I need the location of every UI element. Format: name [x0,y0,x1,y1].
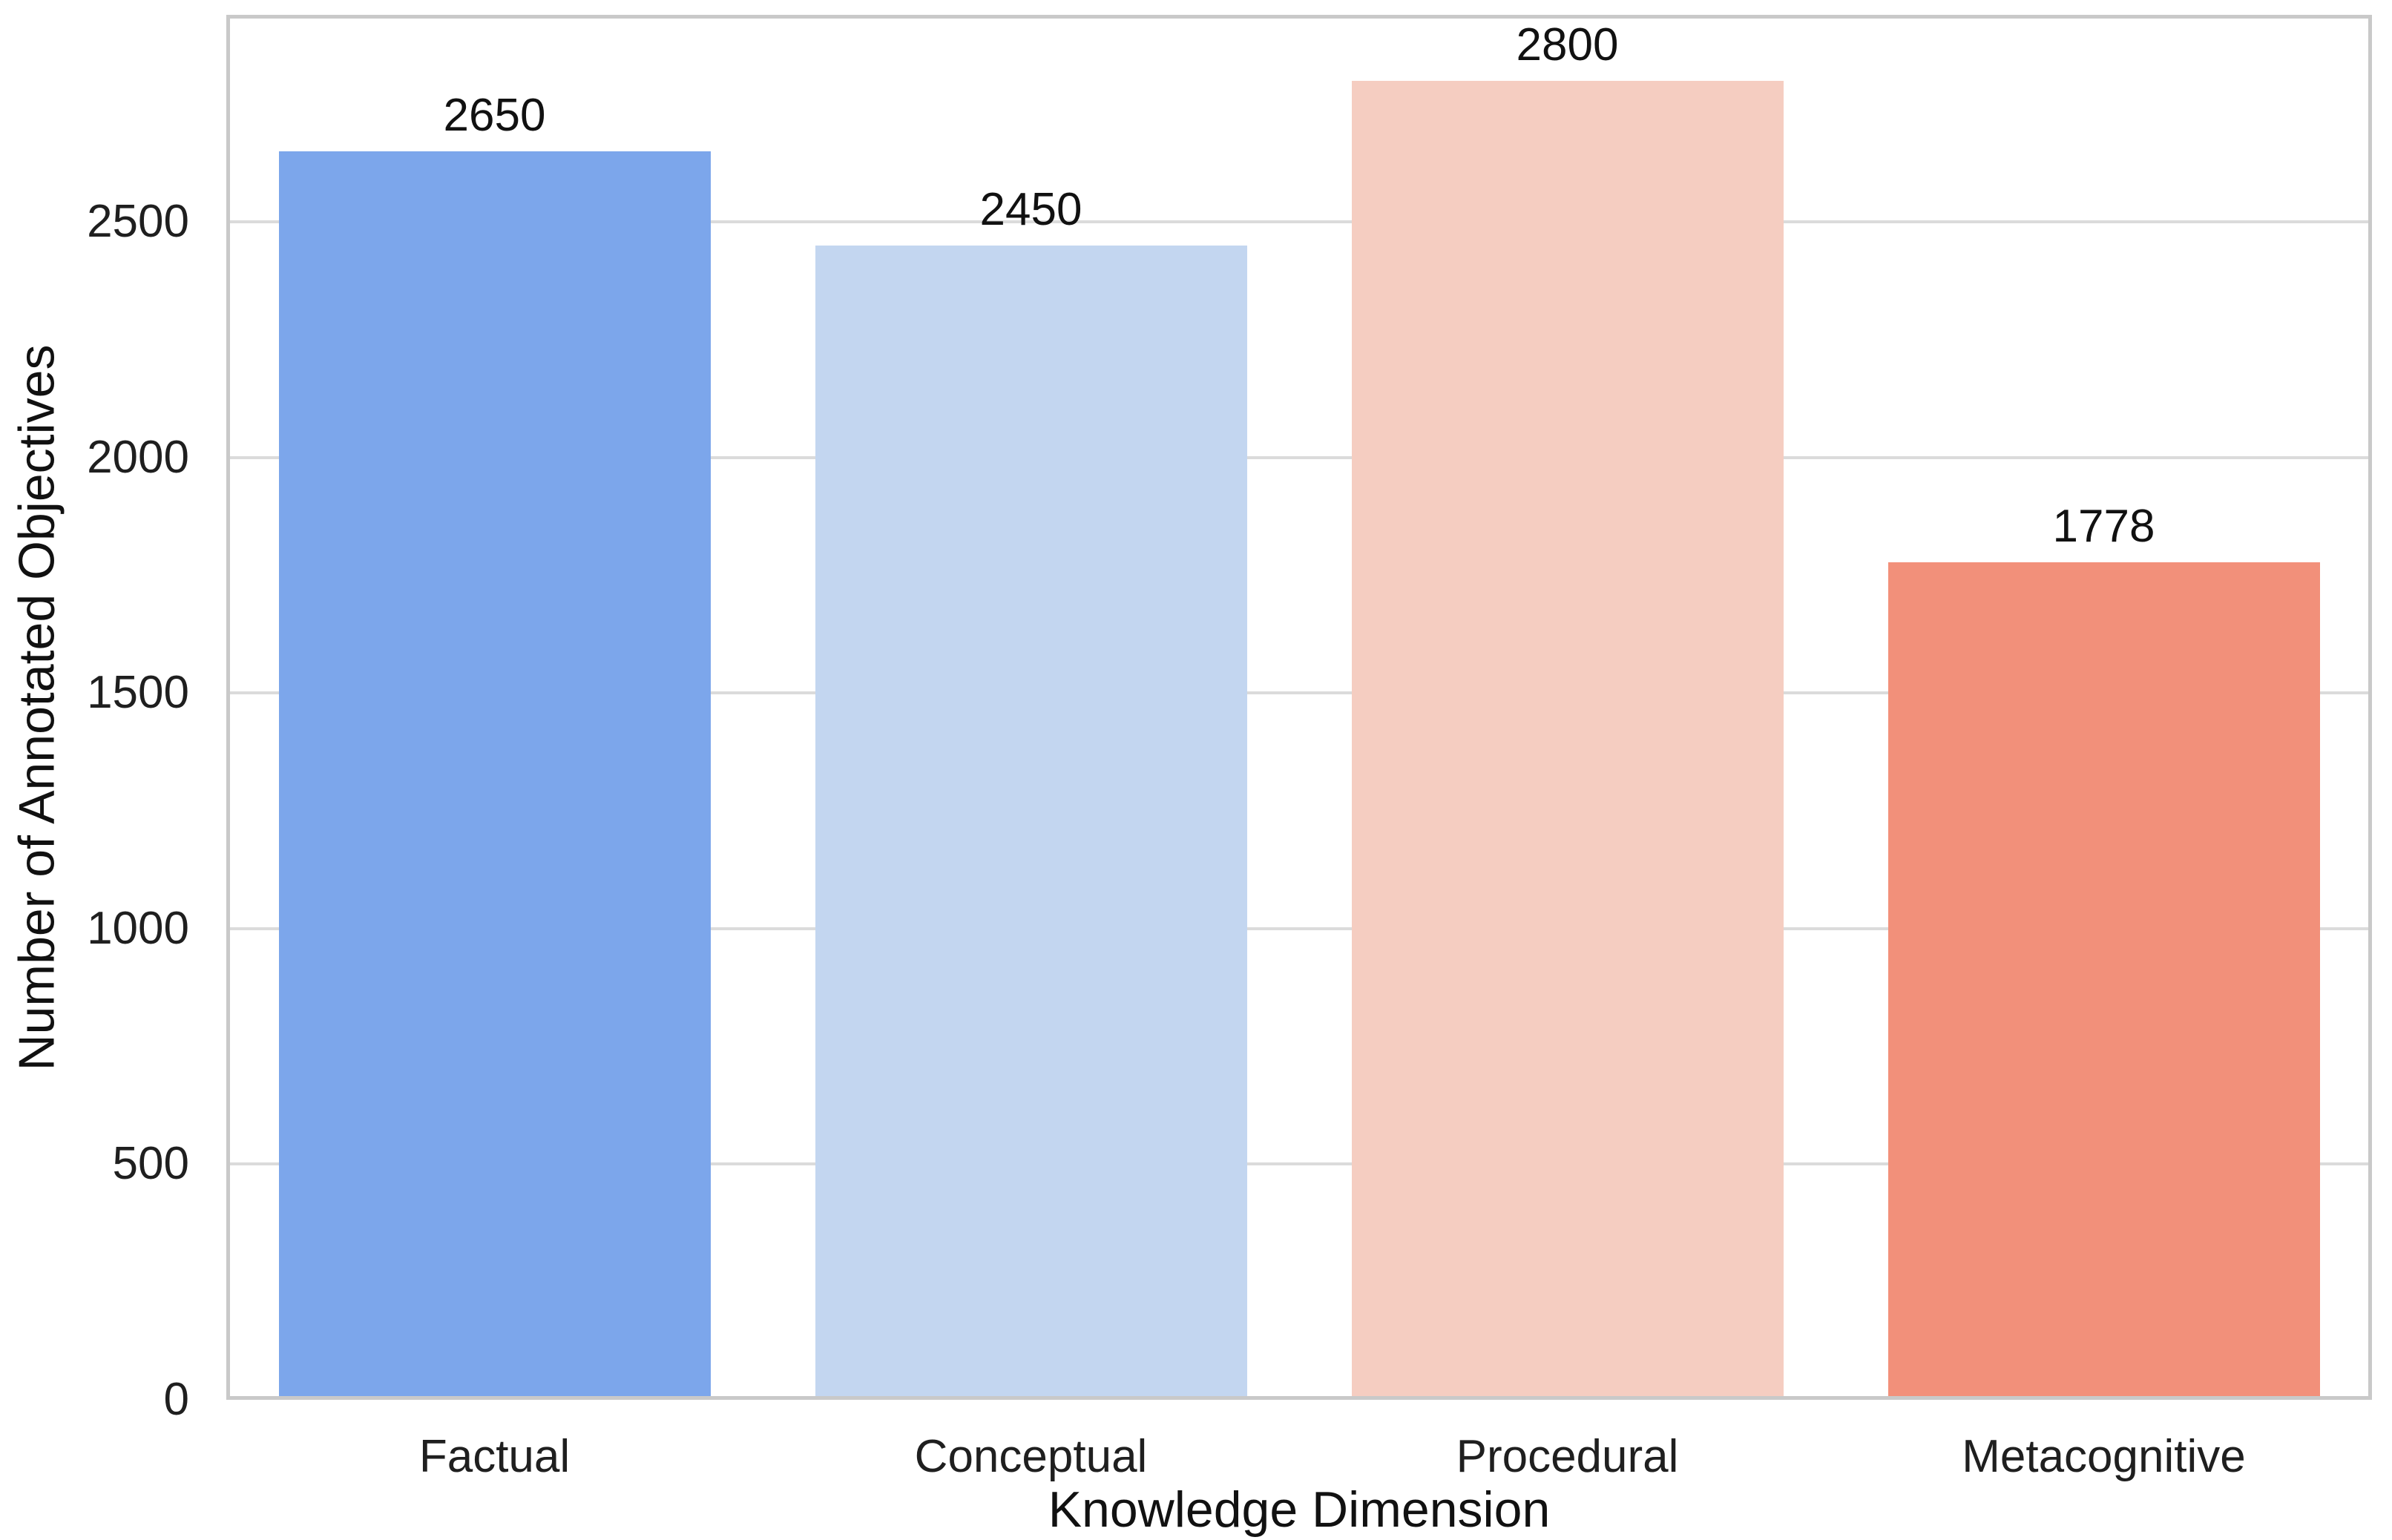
y-tick-label: 1000 [87,902,189,954]
y-tick-label: 1500 [87,667,189,719]
bar-procedural [1351,80,1784,1400]
bar-conceptual [815,246,1247,1400]
gridline [226,1162,2372,1166]
x-category-label: Metacognitive [1962,1431,2246,1482]
bar-value-label: 2650 [443,89,546,141]
bar-value-label: 2450 [979,183,1082,235]
x-category-label: Procedural [1456,1431,1679,1482]
y-tick-label: 500 [112,1138,189,1190]
bar-value-label: 2800 [1516,19,1619,70]
bar-metacognitive [1887,562,2320,1400]
x-category-label: Factual [418,1431,571,1482]
y-tick-label: 2000 [87,431,189,483]
y-axis-title: Number of Annotated Objectives [8,344,65,1070]
y-tick-label: 0 [163,1374,189,1425]
gridline [226,691,2372,695]
gridline [226,455,2372,459]
x-category-label: Conceptual [914,1431,1148,1482]
x-axis-title: Knowledge Dimension [1048,1481,1551,1538]
gridline [226,220,2372,224]
bar-factual [278,151,711,1400]
bar-value-label: 1778 [2052,500,2155,552]
y-tick-label: 2500 [87,196,189,248]
gridline [226,927,2372,930]
